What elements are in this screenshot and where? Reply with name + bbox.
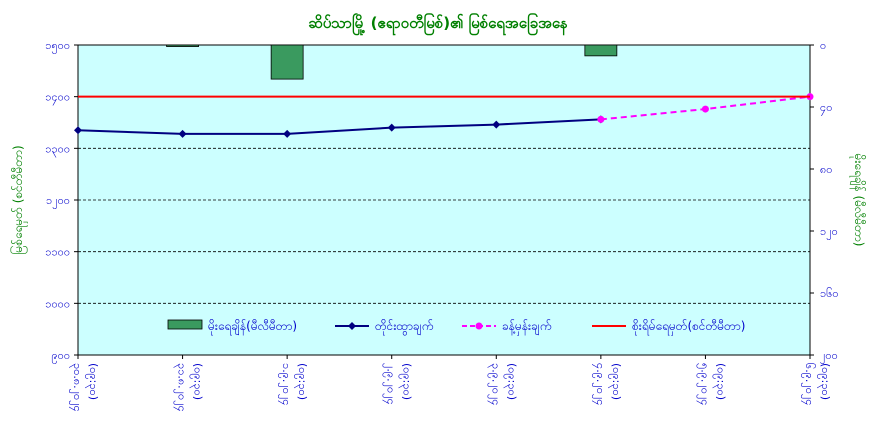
x-tick-date: ၄.၉.၂၀၂၄: [592, 363, 607, 406]
x-tick-time: (၀၉:၃၀): [294, 363, 309, 400]
right-tick-label: ၂၀၀: [820, 349, 838, 364]
right-tick-label: ၀: [820, 39, 826, 52]
legend: မိုးရေချိန်(မီလီမီတာ) တိုင်းထွာချက် ခန့်မှ…: [167, 318, 745, 336]
rainfall-bars: [166, 44, 618, 80]
y-axis-label-left: မြစ်ရေမှတ် (စင်တီမီတာ): [9, 145, 28, 254]
right-tick-label: ၁၂၀: [820, 225, 838, 240]
x-tick-label: ၆.၉.၂၀၂၄ (၀၉:၃၀): [801, 363, 832, 406]
legend-swatch-rain: [167, 319, 203, 330]
rain-bar: [270, 44, 304, 80]
x-tick-label: ၁.၉.၂၀၂၄ (၀၉:၃၀): [278, 363, 309, 406]
right-tick-label: ၈၀: [820, 163, 832, 176]
x-tick-date: ၆.၉.၂၀၂၄: [801, 363, 816, 406]
x-tick-time: (၀၉:၃၀): [190, 363, 205, 400]
observed-point: [178, 129, 187, 138]
observed-line: [77, 118, 601, 135]
left-tick-label: ၁၂၀၀: [46, 194, 70, 209]
x-tick-date: ၃.၉.၂၀၂၄: [487, 363, 502, 406]
observed-point: [283, 129, 292, 138]
x-tick-label: ၂.၉.၂၀၂၄ (၀၉:၃၀): [383, 363, 414, 405]
x-tick-date: ၂.၉.၂၀၂၄: [383, 363, 398, 405]
left-tick-label: ၉၀၀: [51, 349, 70, 364]
legend-label: တိုင်းထွာချက်: [375, 318, 433, 336]
series-lines: [74, 93, 814, 138]
x-tick-date: ၁.၉.၂၀၂၄: [278, 363, 293, 406]
rain-bar: [584, 44, 618, 57]
observed-point: [74, 126, 82, 135]
rain-bar: [166, 44, 199, 47]
right-tick-label: ၁၆၀: [820, 287, 839, 300]
x-tick-label: ၃၁.၈.၂၀၂၄ (၀၉:၃၀): [174, 363, 205, 412]
x-tick-time: (၀၉:၃၀): [85, 363, 100, 400]
x-tick-time: (၀၉:၃၀): [503, 363, 518, 400]
legend-label: ခန့်မှန်းချက်: [502, 318, 551, 336]
x-tick-date: ၅.၉.၂၀၂၄: [696, 363, 711, 406]
chart-title: ဆိပ်သာမြို့ (ဧရာဝတီမြစ်)၏ မြစ်ရေအခြေအနေ: [308, 12, 568, 36]
x-tick-date: ၃၀.၈.၂၀၂၄: [69, 363, 84, 412]
left-tick-label: ၁၃၀၀: [45, 142, 70, 157]
x-tick-label: ၃၀.၈.၂၀၂၄ (၀၉:၃၀): [69, 363, 100, 412]
x-tick-label: ၅.၉.၂၀၂၄ (၀၉:၃၀): [696, 363, 727, 406]
right-tick-label: ၄၀: [820, 101, 832, 116]
x-tick-time: (၀၉:၃၀): [712, 363, 727, 400]
legend-marker-observed: [348, 322, 356, 330]
left-tick-label: ၁၀၀၀: [45, 297, 70, 310]
forecast-point: [701, 105, 709, 113]
x-tick-label: ၃.၉.၂၀၂၄ (၀၉:၃၀): [487, 363, 518, 406]
observed-point: [492, 120, 501, 129]
legend-label: မိုးရေချိန်(မီလီမီတာ): [208, 318, 297, 336]
left-tick-label: ၁၁၀၀: [45, 246, 70, 259]
x-tick-date: ၃၁.၈.၂၀၂၄: [174, 363, 189, 412]
left-tick-label: ၁၄၀၀: [45, 91, 70, 106]
legend-marker-forecast: [475, 322, 483, 330]
forecast-point: [597, 115, 605, 123]
y-axis-label-right: မိုးရေချိန် (မီလီမီတာ): [849, 154, 867, 247]
x-tick-time: (၀၉:၃၀): [817, 363, 832, 400]
x-tick-time: (၀၉:၃၀): [399, 363, 414, 400]
x-tick-label: ၄.၉.၂၀၂၄ (၀၉:၃၀): [592, 363, 623, 406]
left-tick-label: ၁၅၀၀: [45, 39, 70, 54]
legend-label: စိုးရိမ်ရေမှတ်(စင်တီမီတာ): [632, 318, 745, 336]
x-tick-time: (၀၉:၃၀): [608, 363, 623, 400]
observed-point: [387, 123, 396, 132]
